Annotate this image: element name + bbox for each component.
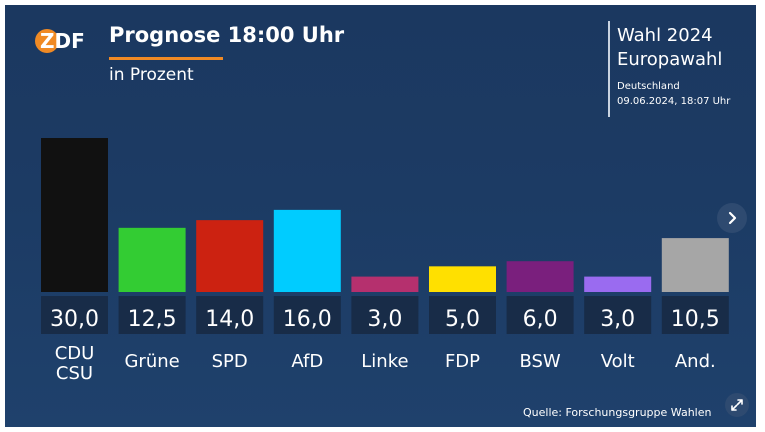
chart-title: Prognose 18:00 Uhr — [109, 23, 345, 47]
bar-and. — [661, 238, 729, 292]
svg-text:ZDF: ZDF — [40, 29, 85, 53]
expand-button[interactable] — [725, 393, 749, 417]
value-box — [429, 296, 496, 334]
value-box — [351, 296, 419, 334]
value-box — [273, 296, 341, 334]
bar-fdp — [429, 266, 496, 292]
category-label: CSU — [56, 363, 93, 384]
expand-icon — [731, 399, 743, 411]
results-card: ZDF Prognose 18:00 Uhr in Prozent Wahl 2… — [5, 5, 756, 427]
election-region: Deutschland — [617, 81, 680, 92]
value-box — [584, 296, 652, 334]
bar-afd — [273, 209, 341, 292]
value-box — [196, 296, 264, 334]
value-box — [661, 296, 729, 334]
election-year: Wahl 2024 — [617, 25, 713, 46]
value-label: 10,5 — [671, 307, 720, 332]
category-label: Linke — [361, 351, 408, 372]
value-label: 3,0 — [367, 307, 402, 332]
info-divider — [608, 21, 610, 117]
source-note: Quelle: Forschungsgruppe Wahlen — [523, 406, 712, 419]
bar-cdu-csu — [41, 138, 108, 292]
category-label: SPD — [212, 351, 248, 372]
next-button[interactable] — [717, 203, 747, 233]
value-label: 14,0 — [205, 307, 254, 332]
chevron-right-icon — [728, 211, 737, 225]
category-label: CDU — [55, 343, 95, 364]
category-label: And. — [675, 351, 716, 372]
election-name: Europawahl — [617, 49, 723, 70]
zdf-logo: ZDF — [35, 29, 85, 53]
category-label: Grüne — [124, 351, 179, 372]
bar-grüne — [118, 227, 186, 292]
value-label: 3,0 — [600, 307, 635, 332]
value-box — [118, 296, 186, 334]
category-label: Volt — [601, 351, 635, 372]
value-label: 5,0 — [445, 307, 480, 332]
category-label: BSW — [519, 351, 560, 372]
bar-volt — [584, 276, 652, 292]
value-label: 6,0 — [523, 307, 558, 332]
value-box — [506, 296, 574, 334]
value-label: 30,0 — [50, 307, 99, 332]
timestamp: 09.06.2024, 18:07 Uhr — [617, 96, 731, 107]
category-label: AfD — [291, 351, 323, 372]
value-label: 16,0 — [283, 307, 332, 332]
bar-bsw — [506, 261, 574, 292]
category-label: FDP — [445, 351, 480, 372]
bar-spd — [196, 220, 264, 292]
bar-linke — [351, 276, 419, 292]
value-label: 12,5 — [128, 307, 177, 332]
chart-subtitle: in Prozent — [109, 65, 194, 85]
title-underline — [109, 57, 223, 60]
value-box — [41, 296, 108, 334]
